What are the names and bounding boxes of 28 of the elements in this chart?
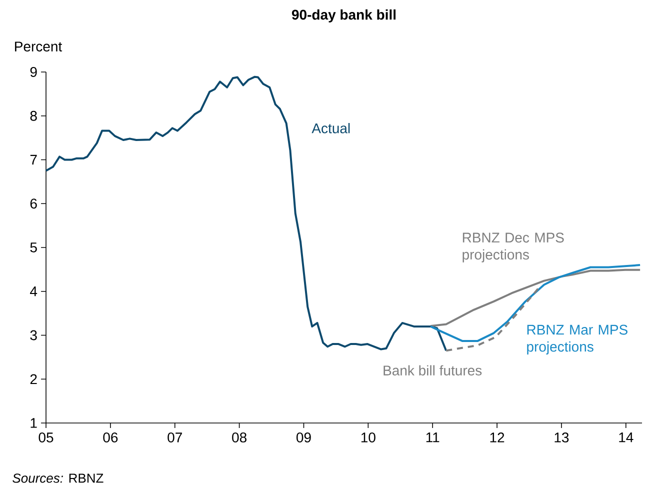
x-tick-label: 11 (426, 432, 440, 442)
chart-title: 90-day bank bill (292, 9, 396, 22)
x-tick-label: 06 (103, 432, 118, 442)
series-label: RBNZ Dec MPS projections (462, 232, 564, 262)
series-label: RBNZ Mar MPS projections (527, 324, 628, 354)
x-tick-label: 10 (361, 432, 376, 442)
y-tick-label: 5 (30, 242, 37, 252)
y-tick-label: 8 (30, 110, 37, 121)
x-tick-label: 13 (554, 432, 569, 442)
y-axis-title: Percent (15, 42, 62, 52)
x-tick-label: 12 (490, 432, 504, 442)
y-tick-label: 6 (30, 198, 37, 209)
x-tick-label: 05 (38, 432, 54, 442)
x-tick-label: 14 (619, 432, 634, 442)
line-series (430, 264, 642, 342)
x-tick-label: 08 (232, 432, 246, 442)
x-tick-label: 09 (296, 432, 311, 442)
y-tick-label: 3 (30, 330, 37, 340)
y-tick-label: 9 (30, 67, 37, 77)
y-tick-label: 2 (30, 374, 37, 384)
x-tick-label: 07 (168, 432, 182, 442)
y-tick-label: 1 (30, 418, 37, 428)
y-tick-label: 4 (30, 286, 38, 296)
series-label: Actual (312, 123, 350, 134)
text: Sources: RBNZ (12, 474, 104, 483)
line-series (45, 76, 448, 352)
series-label: Bank bill futures (384, 365, 482, 376)
y-tick-label: 7 (30, 154, 37, 165)
